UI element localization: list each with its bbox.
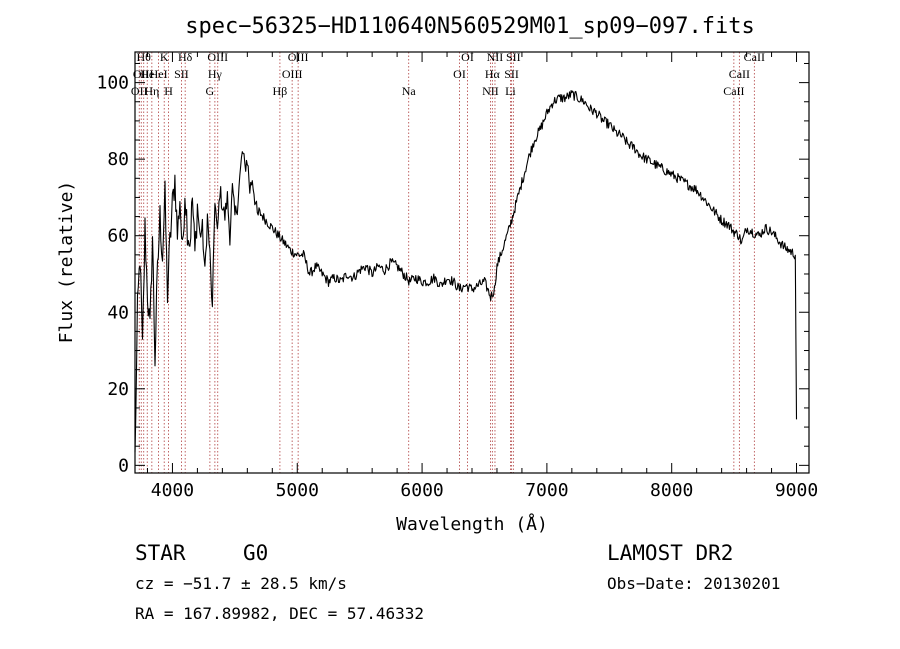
x-tick-label: 8000 (650, 480, 693, 501)
y-tick-label: 0 (118, 455, 129, 476)
obs-date-text: Obs−Date: 20130201 (607, 574, 780, 593)
object-class-text: STAR (135, 541, 186, 565)
spectrum-series-line (134, 90, 798, 453)
y-tick-label: 80 (107, 149, 129, 170)
line-marker-label: CaII (723, 84, 744, 98)
y-tick-label: 100 (96, 73, 129, 94)
line-marker-label: NII (482, 84, 499, 98)
line-marker-label: OIII (207, 50, 228, 64)
plot-frame (134, 51, 810, 474)
line-marker-label: CaII (729, 67, 750, 81)
x-tick-label: 9000 (775, 480, 818, 501)
line-marker-group (138, 52, 755, 473)
line-marker-label: NII (487, 50, 504, 64)
line-marker-label: He (140, 67, 154, 81)
line-marker-label: Hγ (208, 67, 223, 81)
subclass-text: G0 (243, 541, 268, 565)
y-tick-label: 40 (107, 302, 129, 323)
line-marker-label: Hδ (178, 50, 193, 64)
line-marker-label: OI (461, 50, 474, 64)
line-marker-label-group: OIIOIIHθHeHηHeIKHSIIHδGHγOIIIHβOIIIOIIIN… (131, 50, 765, 98)
x-tick-label: 4000 (151, 480, 194, 501)
chart-title: spec−56325−HD110640N560529M01_sp09−097.f… (185, 14, 755, 39)
x-tick-label: 5000 (276, 480, 319, 501)
x-tick-label: 7000 (525, 480, 568, 501)
line-marker-label: Hη (144, 84, 159, 98)
survey-text: LAMOST DR2 (607, 541, 733, 565)
line-marker-label: G (206, 84, 215, 98)
line-marker-label: K (160, 50, 169, 64)
x-tick-label: 6000 (400, 480, 443, 501)
line-marker-label: HeI (150, 67, 168, 81)
line-marker-label: SII (506, 50, 521, 64)
line-marker-label: H (164, 84, 173, 98)
line-marker-label: Li (505, 84, 516, 98)
line-marker-label: OIII (288, 50, 309, 64)
x-axis-ticks: 4000 5000 6000 7000 8000 9000 (146, 52, 818, 501)
y-tick-label: 60 (107, 226, 129, 247)
line-marker-label: SII (504, 67, 519, 81)
line-marker-label: Hβ (273, 84, 288, 98)
line-marker-label: OII (133, 67, 150, 81)
coordinates-text: RA = 167.89982, DEC = 57.46332 (135, 604, 424, 623)
line-marker-label: CaII (744, 50, 765, 64)
line-marker-label: Hα (485, 67, 501, 81)
line-marker-label: SII (174, 67, 189, 81)
y-axis-ticks: 0 20 40 60 80 100 (96, 62, 809, 476)
y-axis-label: Flux (relative) (56, 181, 77, 344)
line-marker-label: Na (402, 84, 417, 98)
line-marker-label: OI (453, 67, 466, 81)
y-tick-label: 20 (107, 379, 129, 400)
line-marker-label: OIII (282, 67, 303, 81)
redshift-text: cz = −51.7 ± 28.5 km/s (135, 574, 347, 593)
x-axis-label: Wavelength (Å) (396, 513, 548, 535)
